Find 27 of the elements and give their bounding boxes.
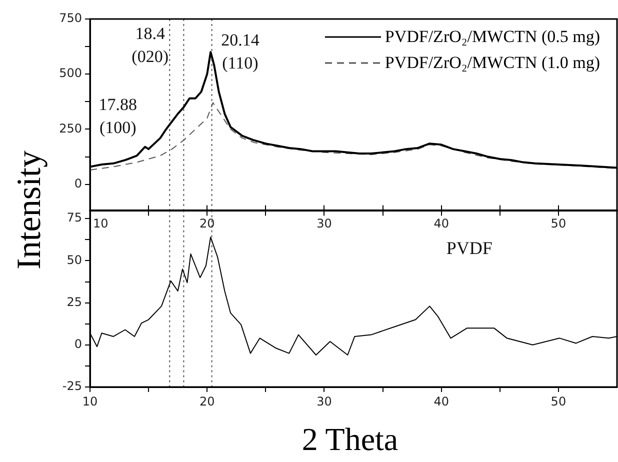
x-tick-label: 30	[316, 216, 332, 230]
x-tick-label: 50	[550, 216, 566, 230]
y-tick-label: 250	[59, 121, 82, 136]
y-tick-label: -25	[62, 379, 82, 394]
x-axis-title: 2 Theta	[300, 420, 400, 458]
y-axis-title: Intensity	[10, 150, 49, 272]
y-tick-label: 0	[74, 337, 82, 352]
y-tick-label: 500	[59, 66, 82, 80]
x2-tick-label: 30	[316, 394, 332, 408]
text: PVDF	[446, 238, 492, 258]
y-tick-label: 750	[59, 11, 82, 26]
annotation: 18.4 (020)	[132, 24, 168, 66]
y-tick-label: 75	[66, 210, 82, 225]
y-tick-label: 0	[74, 176, 82, 190]
x-tick-label: 20	[199, 216, 215, 230]
y-tick-label: 25	[66, 294, 82, 309]
x-tick-label: 40	[434, 216, 449, 230]
x2-tick-label: 40	[434, 394, 449, 408]
x2-tick-label: 10	[82, 394, 98, 408]
legend-label: PVDF/ZrO₂/MWCTN (1.0 mg)	[384, 52, 600, 74]
x-tick-label: 10	[93, 216, 108, 230]
annotation: 17.88 (100)	[98, 94, 138, 137]
legend-label: PVDF/ZrO₂/MWCTN (0.5 mg)	[384, 26, 600, 48]
annotation: 20.14 (110)	[221, 30, 260, 72]
y-tick-label: 50	[66, 252, 82, 267]
x2-tick-label: 50	[550, 394, 566, 408]
x2-tick-label: 20	[199, 394, 215, 408]
